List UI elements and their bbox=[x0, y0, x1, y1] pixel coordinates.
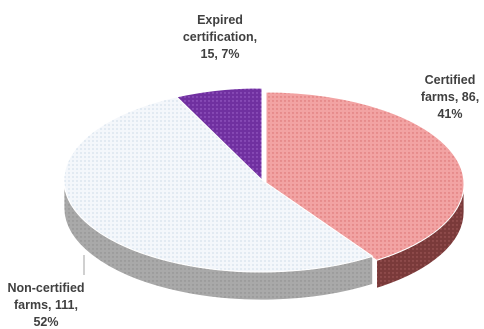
data-label-line: certification, bbox=[183, 30, 257, 44]
data-label-line: farms, 111, bbox=[14, 298, 78, 312]
pie-labels: Certified farms, 86, 41% Non-certified farms… bbox=[7, 13, 479, 329]
data-label-certified-farms: Certified farms, 86, 41% bbox=[421, 73, 479, 121]
pie-slice-expired-certification bbox=[175, 87, 263, 182]
data-label-line: 15, 7% bbox=[201, 47, 240, 61]
data-label-line: 41% bbox=[437, 107, 462, 121]
data-label-line: Certified bbox=[425, 73, 476, 87]
data-label-line: Non-certified bbox=[7, 281, 84, 295]
pie-slices bbox=[63, 87, 465, 301]
data-label-expired-certification: Expired certification, 15, 7% bbox=[183, 13, 257, 61]
data-label-line: farms, 86, bbox=[421, 90, 479, 104]
pie-slice-certified-farms bbox=[265, 91, 465, 261]
data-label-non-certified-farms: Non-certified farms, 111, 52% bbox=[7, 281, 84, 329]
data-label-line: 52% bbox=[33, 315, 58, 329]
data-label-line: Expired bbox=[197, 13, 243, 27]
pie-slice-non-certified-farms bbox=[63, 96, 374, 273]
